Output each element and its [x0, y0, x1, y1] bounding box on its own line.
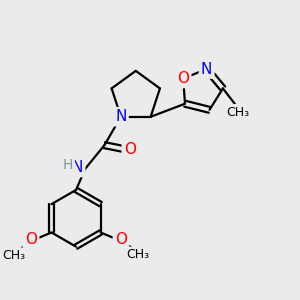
Text: N: N: [201, 61, 212, 76]
Text: CH₃: CH₃: [226, 106, 249, 119]
Text: CH₃: CH₃: [2, 249, 25, 262]
Text: N: N: [115, 109, 127, 124]
Text: O: O: [25, 232, 37, 247]
Text: H: H: [62, 158, 73, 172]
Text: O: O: [177, 71, 189, 86]
Text: O: O: [124, 142, 136, 157]
Text: CH₃: CH₃: [126, 248, 149, 261]
Text: O: O: [115, 232, 127, 247]
Text: N: N: [72, 160, 83, 175]
